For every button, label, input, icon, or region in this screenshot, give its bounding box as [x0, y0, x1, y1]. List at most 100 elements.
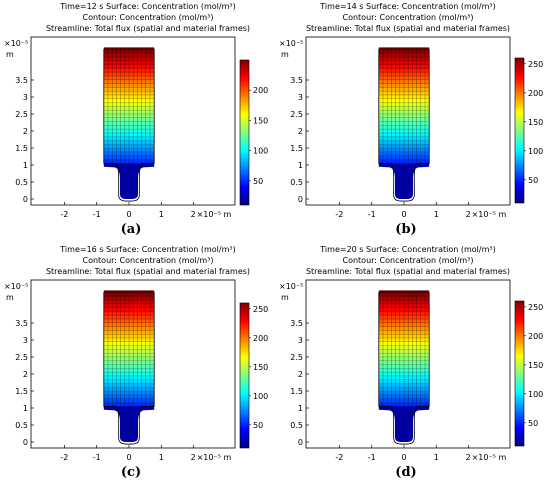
y-tick-label: 2.5: [15, 110, 28, 119]
y-tick-label: 0.5: [15, 178, 28, 187]
colorbar: [239, 59, 250, 206]
x-axis-label: ×10⁻⁵ m: [197, 210, 232, 219]
y-tick-label: 0.5: [290, 178, 303, 187]
colorbar: [239, 302, 250, 449]
x-tick-label: 0: [126, 210, 131, 219]
x-tick-label: -1: [93, 210, 101, 219]
x-tick-label: -1: [368, 453, 376, 462]
y-axis-exponent: ×10⁻⁵: [279, 282, 303, 291]
y-tick-label: 2: [298, 370, 303, 379]
y-tick-label: 0.5: [15, 421, 28, 430]
y-axis-unit: m: [281, 50, 289, 59]
colorbar-tick-label: 100: [253, 147, 268, 156]
y-tick-label: 3.5: [290, 76, 303, 85]
domain-outline: [103, 49, 155, 202]
colorbar-tick-label: 200: [253, 334, 268, 343]
x-tick-label: -2: [60, 210, 68, 219]
y-tick-label: 0.5: [290, 421, 303, 430]
colorbar: [514, 300, 525, 447]
y-tick-label: 1: [23, 161, 28, 170]
colorbar-tick-label: 100: [528, 390, 543, 399]
y-tick-label: 0: [298, 195, 303, 204]
y-tick-label: 3: [23, 336, 28, 345]
panel-title-line: Streamline: Total flux (spatial and mate…: [46, 24, 250, 33]
y-tick-label: 2: [23, 127, 28, 136]
panel-a: Time=12 s Surface: Concentration (mol/m³…: [4, 2, 268, 237]
x-tick-label: 0: [401, 210, 406, 219]
y-tick-label: 0: [23, 195, 28, 204]
colorbar-tick-label: 150: [528, 361, 543, 370]
panel-title-line: Streamline: Total flux (spatial and mate…: [306, 267, 510, 276]
concentration-field: [378, 49, 430, 199]
y-tick-label: 3.5: [290, 319, 303, 328]
y-axis-unit: m: [281, 293, 289, 302]
well-region: [103, 406, 155, 442]
concentration-field: [378, 292, 430, 442]
y-axis-exponent: ×10⁻⁵: [279, 39, 303, 48]
x-tick-label: 1: [159, 210, 164, 219]
colorbar-tick-label: 50: [528, 419, 538, 428]
x-tick-label: -2: [335, 210, 343, 219]
panel-title-line: Contour: Concentration (mol/m³): [82, 13, 213, 22]
y-tick-label: 3: [298, 336, 303, 345]
colorbar-tick-label: 150: [528, 118, 543, 127]
y-tick-label: 0: [23, 438, 28, 447]
y-tick-label: 3.5: [15, 76, 28, 85]
x-tick-label: 0: [126, 453, 131, 462]
panel-title-line: Contour: Concentration (mol/m³): [342, 13, 473, 22]
panel-caption: (c): [121, 465, 141, 480]
y-tick-label: 1: [298, 161, 303, 170]
y-tick-label: 2.5: [290, 353, 303, 362]
colorbar-tick-label: 250: [253, 305, 268, 314]
x-axis-label: ×10⁻⁵ m: [197, 453, 232, 462]
x-tick-label: 2: [191, 210, 196, 219]
panel-title-line: Streamline: Total flux (spatial and mate…: [46, 267, 250, 276]
panel-title-line: Contour: Concentration (mol/m³): [342, 256, 473, 265]
x-tick-label: -1: [368, 210, 376, 219]
y-tick-label: 2: [23, 370, 28, 379]
x-axis-label: ×10⁻⁵ m: [472, 453, 507, 462]
domain-outline: [103, 292, 155, 445]
y-tick-label: 2.5: [15, 353, 28, 362]
panel-title-line: Time=16 s Surface: Concentration (mol/m³…: [59, 245, 235, 254]
x-tick-label: 1: [434, 453, 439, 462]
colorbar: [514, 57, 525, 204]
y-tick-label: 1.5: [15, 144, 28, 153]
x-tick-label: 1: [159, 453, 164, 462]
panel-title-line: Time=14 s Surface: Concentration (mol/m³…: [319, 2, 495, 11]
domain-outline: [378, 292, 430, 445]
colorbar-tick-label: 200: [528, 332, 543, 341]
x-tick-label: 2: [466, 210, 471, 219]
top-boundary: [378, 47, 430, 51]
panel-title-line: Contour: Concentration (mol/m³): [82, 256, 213, 265]
panel-c: Time=16 s Surface: Concentration (mol/m³…: [4, 245, 268, 480]
y-tick-label: 3: [298, 93, 303, 102]
colorbar-tick-label: 50: [253, 421, 263, 430]
x-tick-label: 1: [434, 210, 439, 219]
well-region: [378, 406, 430, 442]
panel-title-line: Streamline: Total flux (spatial and mate…: [306, 24, 510, 33]
panel-d: Time=20 s Surface: Concentration (mol/m³…: [279, 245, 543, 480]
colorbar-tick-label: 100: [253, 392, 268, 401]
colorbar-tick-label: 250: [528, 303, 543, 312]
colorbar-tick-label: 150: [253, 363, 268, 372]
y-tick-label: 1.5: [290, 387, 303, 396]
y-tick-label: 0: [298, 438, 303, 447]
panel-caption: (a): [121, 222, 142, 237]
x-axis-label: ×10⁻⁵ m: [472, 210, 507, 219]
panels: Time=12 s Surface: Concentration (mol/m³…: [4, 2, 543, 480]
x-tick-label: -2: [60, 453, 68, 462]
y-tick-label: 1: [23, 404, 28, 413]
domain-outline: [378, 49, 430, 202]
concentration-field: [103, 49, 155, 199]
colorbar-tick-label: 50: [528, 176, 538, 185]
top-boundary: [103, 47, 155, 51]
top-boundary: [103, 290, 155, 294]
well-region: [103, 163, 155, 199]
colorbar-tick-label: 100: [528, 147, 543, 156]
y-tick-label: 3: [23, 93, 28, 102]
x-tick-label: -1: [93, 453, 101, 462]
colorbar-tick-label: 250: [528, 60, 543, 69]
well-region: [378, 163, 430, 199]
